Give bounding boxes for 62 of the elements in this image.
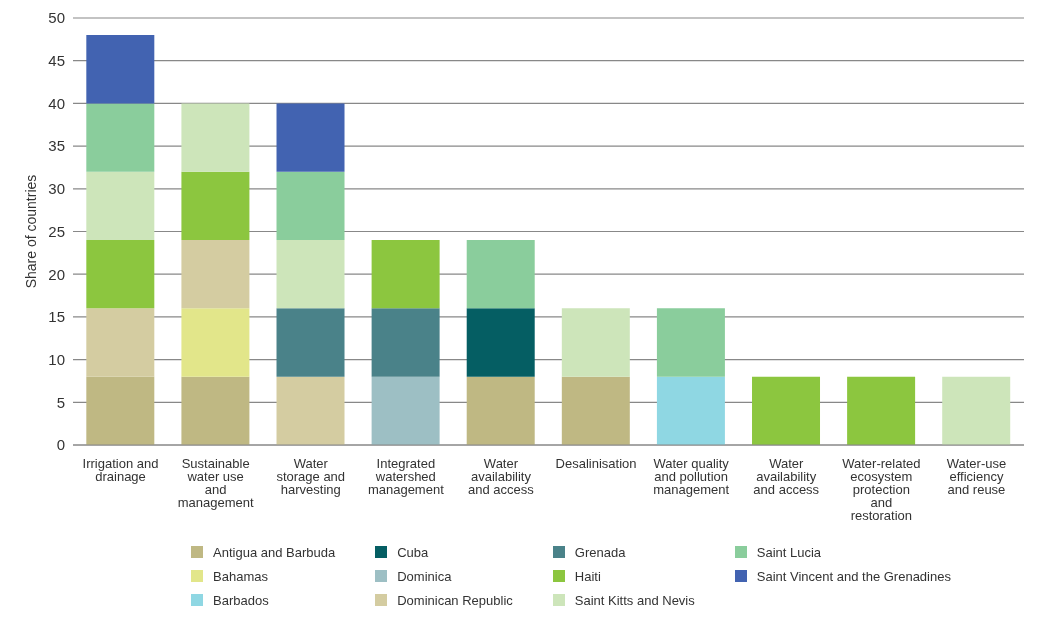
- y-tick-label: 35: [48, 137, 65, 155]
- y-tick-label: 15: [48, 308, 65, 326]
- x-tick-label: Sustainable water use and management: [177, 456, 254, 511]
- x-tick-label: Water availability and access: [753, 456, 820, 498]
- x-tick-label: Water-related ecosystem protection and restoration: [842, 456, 921, 524]
- bar: [752, 376, 821, 445]
- legend-label: Haiti: [574, 568, 601, 584]
- bar: [656, 376, 725, 445]
- x-tick-label: Water availability and access: [468, 456, 535, 498]
- y-tick-label: 30: [48, 180, 65, 198]
- y-tick-label: 20: [48, 265, 65, 283]
- bar: [371, 308, 440, 377]
- bar: [181, 171, 250, 241]
- bar: [86, 35, 155, 104]
- legend-label: Saint Lucia: [756, 544, 822, 560]
- bar: [86, 103, 155, 172]
- bar: [656, 308, 725, 377]
- bar: [276, 376, 345, 445]
- bar: [847, 376, 916, 445]
- y-tick-label: 10: [48, 350, 65, 368]
- y-tick-label: 40: [48, 94, 65, 112]
- x-tick-label: Water-use efficiency and reuse: [946, 456, 1007, 498]
- bar: [276, 103, 345, 172]
- x-tick-label: Water storage and harvesting: [276, 456, 346, 498]
- y-tick-label: 25: [48, 222, 65, 240]
- bar: [86, 308, 155, 377]
- legend-label: Cuba: [397, 544, 429, 560]
- legend-label: Antigua and Barbuda: [213, 544, 336, 560]
- bar: [86, 171, 155, 241]
- bar: [561, 308, 630, 377]
- bar: [466, 308, 535, 377]
- bar: [181, 103, 250, 172]
- bar: [276, 171, 345, 241]
- bar: [181, 308, 250, 377]
- bar: [86, 376, 155, 445]
- y-tick-label: 0: [56, 436, 65, 454]
- legend-label: Saint Vincent and the Grenadines: [756, 568, 951, 584]
- legend-label: Barbados: [213, 592, 269, 608]
- x-tick-label: Desalinisation: [555, 456, 637, 472]
- y-tick-label: 50: [48, 9, 65, 27]
- legend-label: Saint Kitts and Nevis: [574, 592, 695, 608]
- legend-label: Grenada: [574, 544, 626, 560]
- bar: [86, 240, 155, 309]
- bar: [466, 376, 535, 445]
- y-tick-label: 5: [56, 393, 65, 411]
- y-axis-title: Share of countries: [22, 174, 39, 289]
- bar: [561, 376, 630, 445]
- legend-label: Dominican Republic: [397, 592, 513, 608]
- bar: [466, 240, 535, 309]
- x-tick-label: Integrated watershed management: [367, 456, 445, 498]
- legend-label: Dominica: [397, 568, 452, 584]
- bar: [181, 376, 250, 445]
- x-tick-label: Irrigation and drainage: [82, 456, 159, 485]
- bar: [276, 240, 345, 309]
- bar: [181, 240, 250, 309]
- legend-label: Bahamas: [213, 568, 268, 584]
- x-tick-label: Water quality and pollution management: [653, 456, 730, 498]
- y-tick-label: 45: [48, 52, 65, 70]
- bar: [371, 240, 440, 309]
- bar: [942, 376, 1011, 445]
- bar: [276, 308, 345, 377]
- bar: [371, 376, 440, 445]
